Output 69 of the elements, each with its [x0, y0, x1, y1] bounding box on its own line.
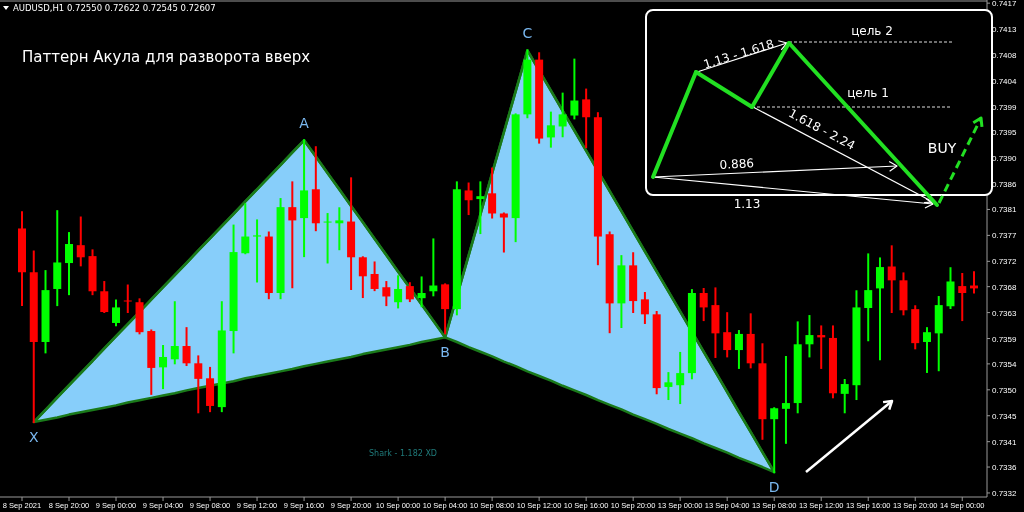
- candlestick: [159, 345, 168, 390]
- annotation: B: [440, 344, 450, 361]
- candlestick: [241, 203, 250, 255]
- candlestick: [582, 88, 591, 149]
- candlestick: [476, 181, 485, 235]
- y-tick-label: 0.7350: [992, 385, 1018, 395]
- candlestick: [253, 219, 262, 283]
- candlestick: [734, 330, 743, 369]
- candlestick: [358, 256, 367, 299]
- annotation: AUDUSD,H1 0.72550 0.72622 0.72545 0.72607: [13, 3, 216, 13]
- annotation: цель 1: [847, 86, 889, 100]
- y-tick-label: 0.7341: [992, 437, 1018, 447]
- candlestick: [65, 232, 74, 296]
- annotation: 0.886: [719, 156, 755, 172]
- annotation: BUY: [927, 140, 957, 156]
- candlestick: [558, 92, 567, 138]
- candlestick: [488, 167, 497, 219]
- candlestick: [194, 355, 203, 414]
- candlestick: [100, 281, 109, 314]
- candlestick: [699, 287, 708, 322]
- annotation: C: [522, 25, 533, 42]
- candlestick: [840, 379, 849, 414]
- candlestick: [499, 212, 508, 253]
- y-tick-label: 0.7417: [992, 0, 1018, 9]
- candlestick: [922, 327, 931, 373]
- y-tick-label: 0.7354: [992, 359, 1018, 369]
- candlestick: [123, 284, 132, 314]
- candlestick: [640, 292, 649, 324]
- candlestick: [676, 351, 685, 405]
- y-tick-label: 0.7368: [992, 282, 1018, 292]
- candlestick: [546, 111, 555, 148]
- candlestick: [335, 207, 344, 251]
- annotation: Shark - 1.182 XD: [368, 449, 438, 458]
- candlestick: [781, 355, 790, 444]
- annotation: X: [28, 429, 39, 446]
- candlestick: [170, 301, 179, 365]
- candlestick: [76, 216, 85, 267]
- annotation: 1.13: [733, 197, 761, 211]
- y-tick-label: 0.7363: [992, 308, 1018, 318]
- candlestick: [958, 272, 967, 322]
- candlestick: [887, 245, 896, 314]
- candlestick: [382, 281, 391, 307]
- candlestick: [770, 407, 779, 474]
- candlestick: [370, 261, 379, 292]
- y-tick-label: 0.7377: [992, 231, 1018, 241]
- y-tick-label: 0.7336: [992, 463, 1018, 473]
- candlestick: [182, 327, 191, 367]
- annotation: D: [768, 479, 780, 496]
- annotation: цель 2: [851, 24, 893, 38]
- candlestick: [570, 58, 579, 120]
- candlestick: [875, 257, 884, 361]
- candlestick: [664, 372, 673, 401]
- candlestick: [864, 253, 873, 342]
- candlestick: [394, 275, 403, 309]
- candlestick: [417, 276, 426, 308]
- candlestick: [323, 213, 332, 264]
- y-tick-label: 0.7345: [992, 411, 1018, 421]
- candlestick: [723, 312, 732, 358]
- candlestick: [112, 299, 121, 327]
- annotation: A: [299, 115, 310, 132]
- candlestick: [464, 182, 473, 216]
- y-tick-label: 0.7372: [992, 257, 1018, 267]
- y-tick-label: 0.7332: [992, 488, 1018, 498]
- y-tick-label: 0.7381: [992, 205, 1018, 215]
- candlestick: [805, 315, 814, 358]
- y-tick-label: 0.7359: [992, 334, 1018, 344]
- annotation: 1.13 - 1.618: [701, 36, 776, 72]
- candlestick: [288, 181, 297, 289]
- text: Паттерн Акула для разворота вверх: [22, 48, 311, 66]
